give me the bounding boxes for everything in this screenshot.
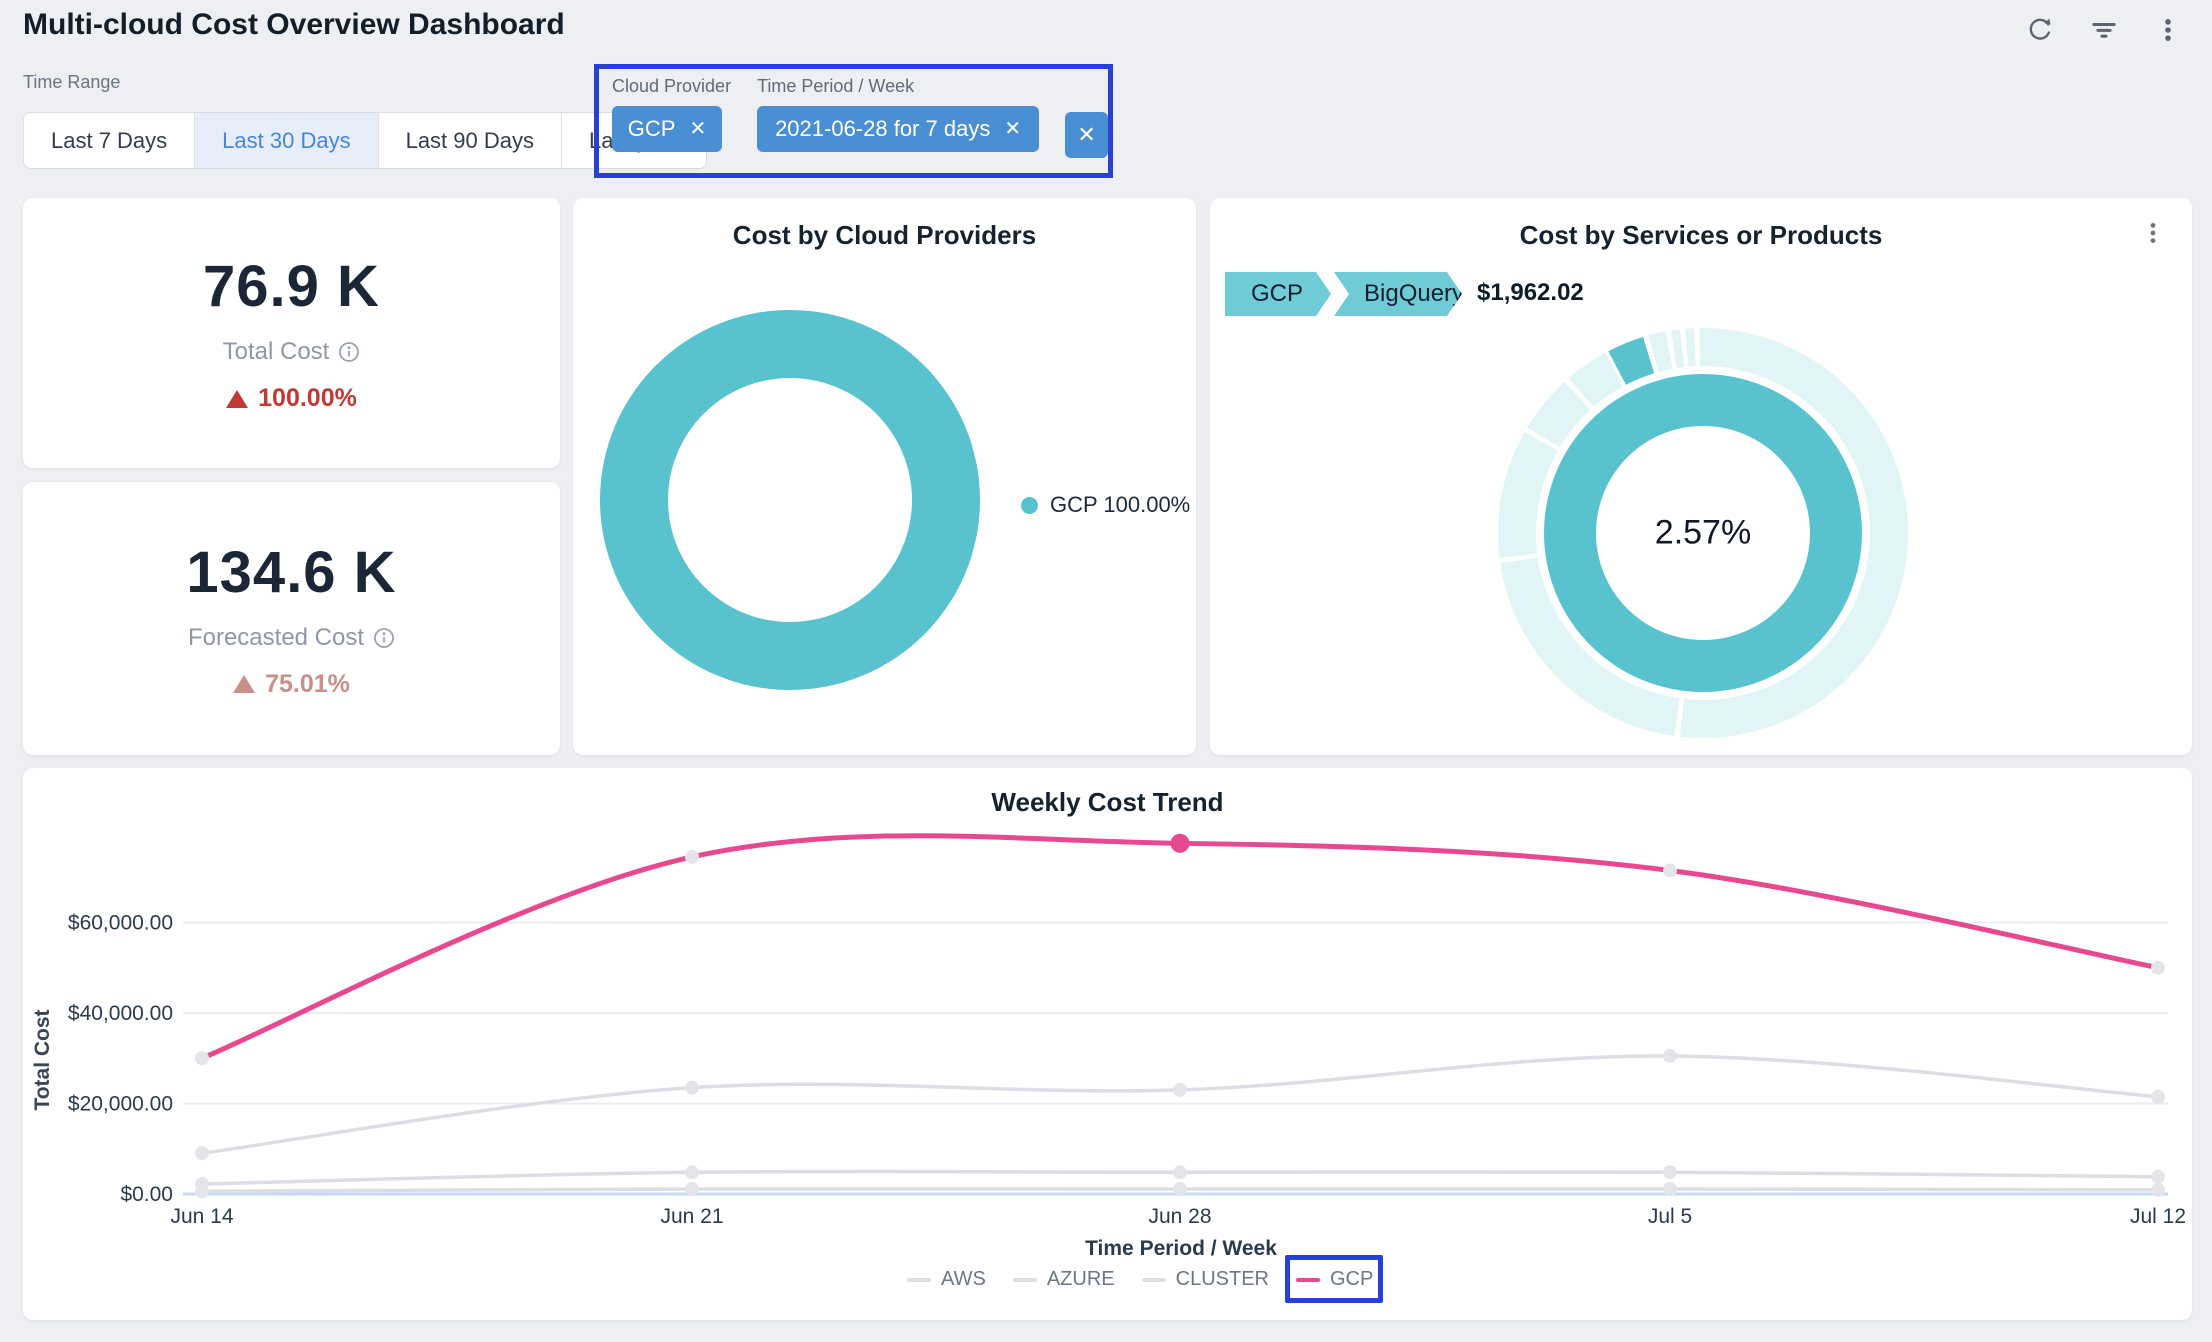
filter-chip-time-period-value: 2021-06-28 for 7 days bbox=[775, 116, 991, 141]
svg-text:Jul 12: Jul 12 bbox=[2130, 1205, 2186, 1228]
legend-dot-icon bbox=[1021, 496, 1038, 514]
clear-filters-button[interactable]: ✕ bbox=[1065, 112, 1108, 158]
filter-chip-gcp[interactable]: GCP ✕ bbox=[612, 106, 722, 152]
remove-gcp-filter-icon[interactable]: ✕ bbox=[689, 118, 707, 140]
forecasted-cost-label: Forecasted Cost bbox=[187, 623, 365, 651]
breadcrumb-chip-bigquery[interactable]: BigQuery bbox=[1334, 272, 1462, 316]
cost-by-services-card: Cost by Services or Products GCP BigQuer… bbox=[1210, 198, 2192, 755]
page-title: Multi-cloud Cost Overview Dashboard bbox=[23, 8, 565, 41]
forecasted-cost-value: 134.6 K bbox=[186, 539, 397, 605]
total-cost-delta: 100.00% bbox=[226, 384, 357, 413]
filter-icon[interactable] bbox=[2090, 16, 2118, 44]
time-range-last-7-days[interactable]: Last 7 Days bbox=[24, 113, 196, 168]
info-icon[interactable] bbox=[338, 341, 360, 363]
cost-by-cloud-providers-card: Cost by Cloud Providers GCP 100.00% bbox=[573, 198, 1196, 755]
card-more-options-icon[interactable] bbox=[2140, 220, 2166, 246]
services-chart-title: Cost by Services or Products bbox=[1519, 220, 1883, 250]
kpi-card-total-cost: 76.9 K Total Cost 100.00% bbox=[23, 198, 560, 468]
breadcrumb-chip-gcp[interactable]: GCP bbox=[1225, 272, 1331, 316]
trend-y-axis-title: Total Cost bbox=[31, 1009, 54, 1111]
svg-text:Jul 5: Jul 5 bbox=[1648, 1205, 1692, 1228]
legend-dash-icon bbox=[1141, 1277, 1166, 1282]
weekly-cost-trend-card: Weekly Cost Trend $0.00 $20,000.00 $40,000… bbox=[23, 768, 2192, 1320]
delta-up-icon bbox=[226, 389, 249, 408]
legend-item-gcp[interactable]: GCP bbox=[1284, 1255, 1384, 1303]
kpi-card-forecasted-cost: 134.6 K Forecasted Cost 75.01% bbox=[23, 482, 560, 755]
svg-text:$0.00: $0.00 bbox=[120, 1183, 173, 1206]
providers-legend-item-gcp[interactable]: GCP 100.00% bbox=[1021, 492, 1190, 518]
svg-text:$40,000.00: $40,000.00 bbox=[68, 1002, 173, 1025]
highlight-box-filters: Cloud Provider GCP ✕ Time Period / Week … bbox=[594, 64, 1113, 178]
legend-dash-icon bbox=[907, 1277, 931, 1282]
sunburst-center-label: 2.57% bbox=[1654, 513, 1752, 552]
legend-item-aws[interactable]: AWS bbox=[907, 1268, 986, 1291]
legend-item-azure[interactable]: AZURE bbox=[1012, 1268, 1115, 1291]
svg-text:Jun 14: Jun 14 bbox=[170, 1205, 233, 1228]
providers-legend-label: GCP 100.00% bbox=[1050, 492, 1191, 517]
filter-time-period: Time Period / Week 2021-06-28 for 7 days… bbox=[757, 76, 1040, 152]
trend-x-axis-title: Time Period / Week bbox=[1085, 1237, 1277, 1260]
legend-item-cluster[interactable]: CLUSTER bbox=[1141, 1268, 1269, 1291]
filter-chip-time-period[interactable]: 2021-06-28 for 7 days ✕ bbox=[757, 106, 1040, 152]
time-range-last-30-days[interactable]: Last 30 Days bbox=[195, 113, 379, 168]
providers-chart-title: Cost by Cloud Providers bbox=[732, 220, 1037, 250]
legend-dash-icon bbox=[1012, 1277, 1037, 1282]
total-cost-label: Total Cost bbox=[222, 338, 330, 365]
svg-text:Jun 21: Jun 21 bbox=[660, 1205, 723, 1228]
time-range-label: Time Range bbox=[23, 72, 121, 92]
trend-chart-title: Weekly Cost Trend bbox=[991, 787, 1224, 817]
total-cost-value: 76.9 K bbox=[203, 254, 380, 319]
svg-text:$20,000.00: $20,000.00 bbox=[68, 1093, 173, 1116]
providers-donut-chart[interactable] bbox=[600, 310, 980, 690]
weekly-cost-trend-plot[interactable]: $0.00 $20,000.00 $40,000.00 $60,000.00 Jun 1… bbox=[23, 768, 2192, 1320]
forecasted-cost-delta: 75.01% bbox=[233, 670, 350, 699]
time-range-last-90-days[interactable]: Last 90 Days bbox=[378, 113, 562, 168]
filter-cloud-provider-label: Cloud Provider bbox=[612, 76, 732, 96]
filter-chip-gcp-value: GCP bbox=[627, 116, 676, 141]
remove-time-period-filter-icon[interactable]: ✕ bbox=[1004, 118, 1022, 140]
breadcrumb-amount: $1,962.02 bbox=[1477, 279, 1584, 306]
legend-dash-icon bbox=[1295, 1277, 1320, 1282]
filter-cloud-provider: Cloud Provider GCP ✕ bbox=[612, 76, 731, 152]
svg-text:$60,000.00: $60,000.00 bbox=[68, 912, 173, 935]
refresh-icon[interactable] bbox=[2026, 16, 2054, 44]
trend-legend: AWS AZURE CLUSTER GCP bbox=[907, 1255, 1384, 1304]
header-toolbar bbox=[2026, 16, 2182, 44]
svg-text:Jun 28: Jun 28 bbox=[1148, 1205, 1211, 1228]
services-sunburst-chart[interactable]: 2.57% bbox=[1498, 328, 1908, 738]
delta-up-icon bbox=[233, 675, 256, 693]
more-options-icon[interactable] bbox=[2154, 16, 2182, 44]
filter-time-period-label: Time Period / Week bbox=[757, 76, 915, 96]
info-icon[interactable] bbox=[373, 627, 395, 649]
